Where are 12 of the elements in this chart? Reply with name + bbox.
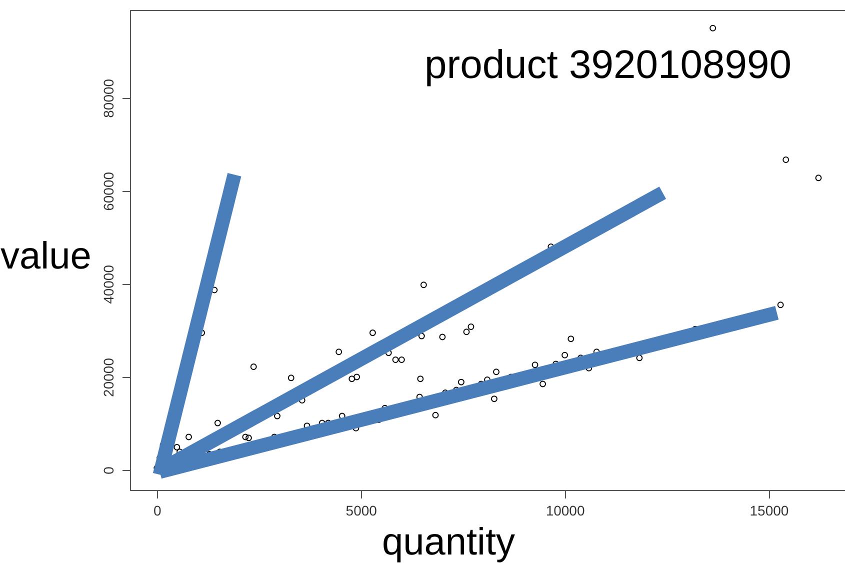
y-tick-label: 20000: [100, 358, 116, 397]
y-tick-label: 40000: [100, 264, 116, 304]
x-tick-label: 5000: [346, 502, 378, 518]
x-axis-title: quantity: [382, 522, 516, 563]
annotation: product 3920108990: [424, 43, 792, 87]
x-tick-label: 0: [154, 502, 162, 518]
x-tick-label: 15000: [750, 502, 789, 518]
y-tick-label: 60000: [100, 172, 116, 211]
y-tick-label: 0: [100, 466, 116, 474]
x-tick-label: 10000: [546, 502, 585, 518]
y-tick-label: 80000: [100, 78, 116, 118]
y-axis-title: value: [0, 236, 92, 278]
